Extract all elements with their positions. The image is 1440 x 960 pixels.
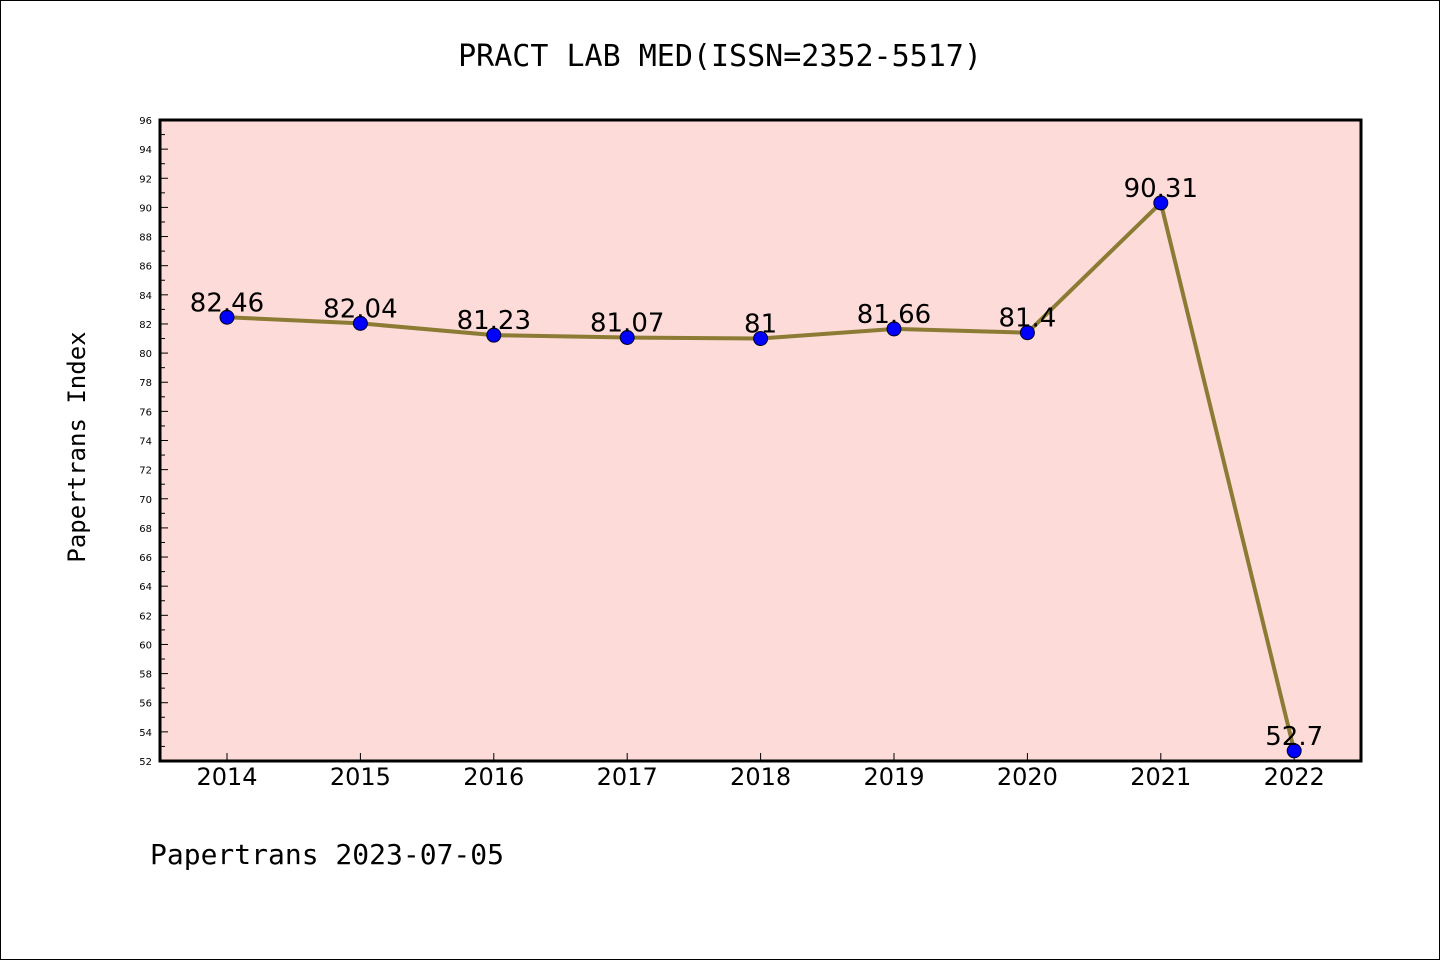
- y-tick-label: 56: [139, 699, 152, 710]
- data-label-layer: 82.46 82.04 81.23 81.07 81 81.66 81.4 90.31 52.7: [190, 174, 1323, 752]
- x-tick-label: 2015: [330, 763, 391, 791]
- x-axis: 2014 2015 2016 2017 2018 2019 2020 2021 2022: [196, 753, 1325, 791]
- x-tick-label: 2017: [597, 763, 658, 791]
- x-tick-label: 2019: [863, 763, 924, 791]
- y-tick-label: 74: [139, 437, 152, 448]
- data-point-marker: [1153, 195, 1169, 211]
- y-tick-label: 82: [139, 320, 152, 331]
- y-tick-label: 78: [139, 378, 152, 389]
- data-label: 81: [744, 310, 777, 340]
- y-tick-label: 64: [139, 582, 152, 593]
- y-tick-label: 80: [139, 349, 152, 360]
- data-point-marker: [352, 315, 368, 331]
- y-tick-label: 62: [139, 611, 152, 622]
- y-tick-label: 68: [139, 524, 152, 535]
- y-tick-label: 86: [139, 262, 152, 273]
- footer-text: Papertrans 2023-07-05: [150, 838, 504, 871]
- plot-area: [160, 120, 1361, 761]
- y-tick-label: 52: [139, 757, 152, 768]
- x-tick-label: 2022: [1264, 763, 1325, 791]
- x-tick-label: 2018: [730, 763, 791, 791]
- y-tick-label: 94: [139, 145, 152, 156]
- x-tick-label: 2020: [997, 763, 1058, 791]
- chart-title: PRACT LAB MED(ISSN=2352-5517): [458, 39, 982, 74]
- data-label: 90.31: [1124, 174, 1198, 204]
- data-point-marker: [886, 321, 902, 337]
- x-tick-label: 2014: [196, 763, 257, 791]
- data-point-marker: [1019, 325, 1035, 341]
- y-tick-label: 84: [139, 291, 152, 302]
- y-tick-label: 96: [139, 116, 152, 127]
- y-axis: 52 54 56 58 60 62 64 66 68 70 72 74 76 78 80 82 84 86 88 90…: [139, 116, 168, 768]
- series-layer: [219, 195, 1302, 759]
- y-tick-label: 76: [139, 407, 152, 418]
- data-point-marker: [619, 330, 635, 346]
- x-tick-label: 2021: [1130, 763, 1191, 791]
- data-label: 82.04: [323, 294, 397, 324]
- y-tick-label: 60: [139, 640, 152, 651]
- y-tick-label: 72: [139, 466, 152, 477]
- y-tick-label: 92: [139, 174, 152, 185]
- y-axis-label: Papertrans Index: [63, 331, 91, 562]
- y-tick-label: 70: [139, 495, 152, 506]
- x-tick-label: 2016: [463, 763, 524, 791]
- data-point-marker: [1286, 743, 1302, 759]
- y-tick-label: 54: [139, 728, 152, 739]
- data-label: 81.23: [457, 306, 531, 336]
- y-tick-label: 88: [139, 233, 152, 244]
- y-tick-label: 58: [139, 670, 152, 681]
- plot-border: [158, 118, 1363, 763]
- data-label: 52.7: [1265, 722, 1323, 752]
- y-tick-label: 66: [139, 553, 152, 564]
- data-point-marker: [219, 309, 235, 325]
- y-tick-label: 90: [139, 203, 152, 214]
- data-label: 81.66: [857, 300, 931, 330]
- data-point-marker: [753, 331, 769, 347]
- data-label: 82.46: [190, 288, 264, 318]
- data-point-marker: [486, 327, 502, 343]
- data-label: 81.07: [590, 309, 664, 339]
- data-label: 81.4: [998, 304, 1056, 334]
